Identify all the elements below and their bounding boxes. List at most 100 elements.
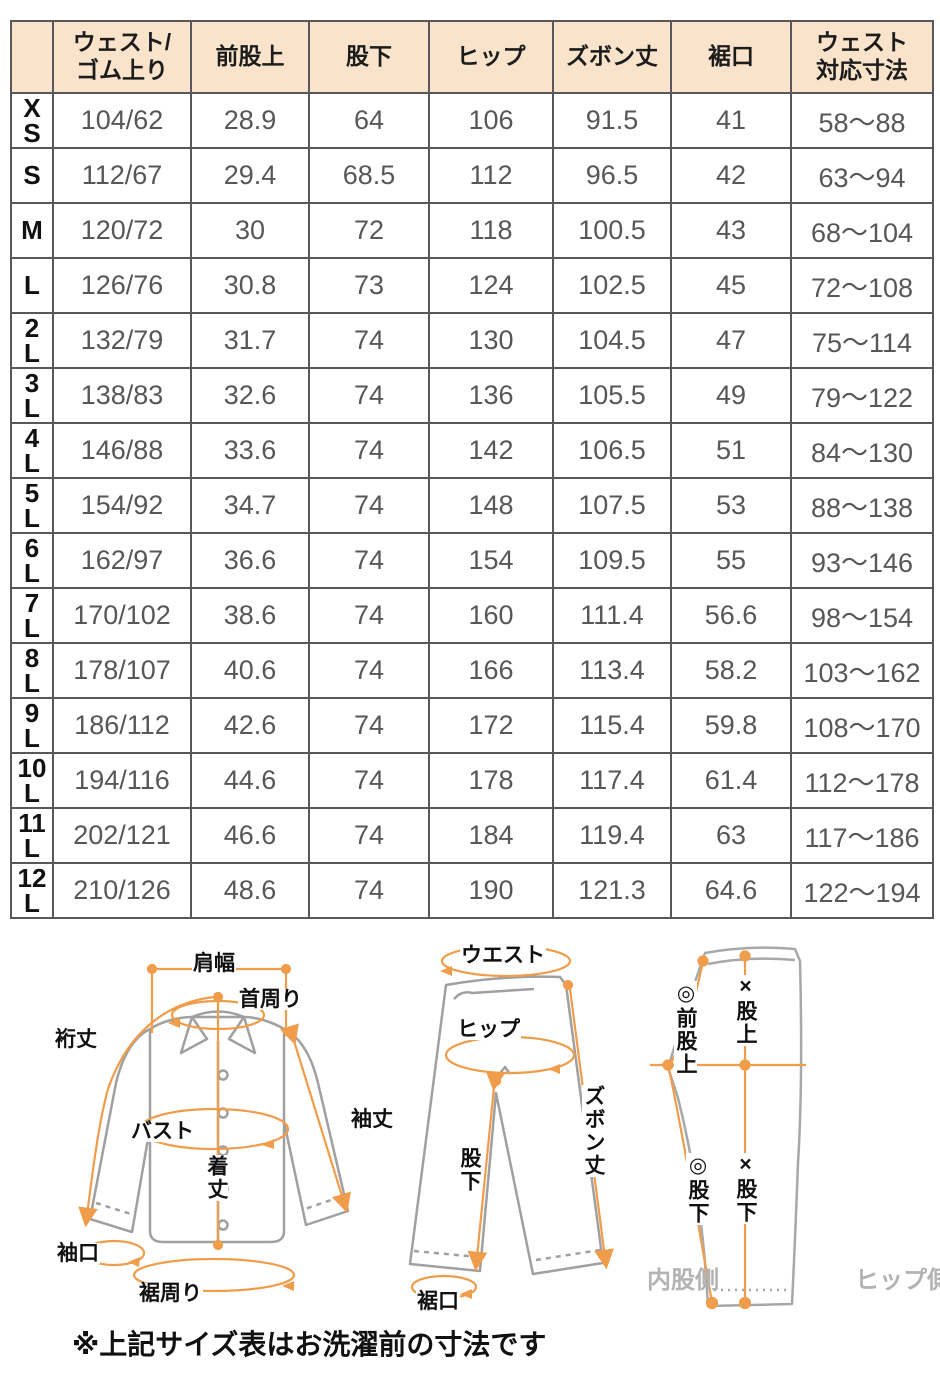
value-cell: 84〜130 (790, 422, 934, 479)
shirt-cuff-label: 袖口 (56, 1242, 100, 1265)
value-cell: 148 (428, 477, 554, 534)
value-cell: 178 (428, 752, 554, 809)
value-cell: 74 (308, 587, 430, 644)
value-cell: 58.2 (670, 642, 792, 699)
value-cell: 117.4 (552, 752, 672, 809)
table-row: 6 L 162/97 36.6 74 154 109.5 55 93〜146 (10, 532, 934, 589)
size-label: 3 L (10, 367, 54, 424)
value-cell: 106 (428, 92, 554, 149)
header-corner-cell (10, 20, 54, 94)
value-cell: 68.5 (308, 147, 430, 204)
value-cell: 28.9 (190, 92, 310, 149)
value-cell: 96.5 (552, 147, 672, 204)
size-table-header: ウェスト/ ゴム上り 前股上 股下 ヒップ ズボン丈 裾口 ウェスト 対応寸法 (10, 20, 934, 94)
value-cell: 124 (428, 257, 554, 314)
value-cell: 136 (428, 367, 554, 424)
value-cell: 210/126 (52, 862, 192, 919)
table-row: S 112/67 29.4 68.5 112 96.5 42 63〜94 (10, 147, 934, 204)
value-cell: 48.6 (190, 862, 310, 919)
size-label: 5 L (10, 477, 54, 534)
table-row: 9 L 186/112 42.6 74 172 115.4 59.8 108〜1… (10, 697, 934, 754)
value-cell: 160 (428, 587, 554, 644)
value-cell: 30.8 (190, 257, 310, 314)
value-cell: 107.5 (552, 477, 672, 534)
value-cell: 61.4 (670, 752, 792, 809)
table-row: 10 L 194/116 44.6 74 178 117.4 61.4 112〜… (10, 752, 934, 809)
value-cell: 118 (428, 202, 554, 259)
value-cell: 117〜186 (790, 807, 934, 864)
header-inseam: 股下 (308, 20, 430, 94)
value-cell: 93〜146 (790, 532, 934, 589)
value-cell: 184 (428, 807, 554, 864)
value-cell: 120/72 (52, 202, 192, 259)
table-row: 12 L 210/126 48.6 74 190 121.3 64.6 122〜… (10, 862, 934, 919)
value-cell: 47 (670, 312, 792, 369)
table-row: 11 L 202/121 46.6 74 184 119.4 63 117〜18… (10, 807, 934, 864)
value-cell: 115.4 (552, 697, 672, 754)
value-cell: 58〜88 (790, 92, 934, 149)
size-label: S (10, 147, 54, 204)
value-cell: 109.5 (552, 532, 672, 589)
side-inner-label: 内股側 (647, 1267, 719, 1294)
value-cell: 142 (428, 422, 554, 479)
header-pants-length: ズボン丈 (552, 20, 672, 94)
header-row: ウェスト/ ゴム上り 前股上 股下 ヒップ ズボン丈 裾口 ウェスト 対応寸法 (10, 20, 934, 94)
value-cell: 34.7 (190, 477, 310, 534)
value-cell: 36.6 (190, 532, 310, 589)
value-cell: 98〜154 (790, 587, 934, 644)
value-cell: 104.5 (552, 312, 672, 369)
shirt-hem-label: 裾周り (138, 1282, 203, 1305)
size-label: 4 L (10, 422, 54, 479)
value-cell: 170/102 (52, 587, 192, 644)
header-hip: ヒップ (428, 20, 554, 94)
value-cell: 74 (308, 862, 430, 919)
value-cell: 121.3 (552, 862, 672, 919)
size-label: 11 L (10, 807, 54, 864)
value-cell: 190 (428, 862, 554, 919)
value-cell: 53 (670, 477, 792, 534)
value-cell: 74 (308, 422, 430, 479)
table-row: 2 L 132/79 31.7 74 130 104.5 47 75〜114 (10, 312, 934, 369)
header-front-rise: 前股上 (190, 20, 310, 94)
pants-side-diagram: ◎前股上 ×股上 ◎股下 ×股下 内股側 ヒップ側 (647, 933, 940, 1315)
pants-front-diagram: ウエスト ヒップ ズボン丈 股下 裾口 (398, 933, 656, 1315)
pants-front-outline (408, 975, 605, 1276)
size-label: X S (10, 92, 54, 149)
value-cell: 138/83 (52, 367, 192, 424)
value-cell: 172 (428, 697, 554, 754)
side-hip-label: ヒップ側 (855, 1267, 940, 1294)
value-cell: 126/76 (52, 257, 192, 314)
value-cell: 72 (308, 202, 430, 259)
value-cell: 31.7 (190, 312, 310, 369)
value-cell: 42.6 (190, 697, 310, 754)
value-cell: 112〜178 (790, 752, 934, 809)
value-cell: 74 (308, 752, 430, 809)
value-cell: 146/88 (52, 422, 192, 479)
shirt-diagram: 肩幅 首周り 裄丈 袖丈 バスト 着丈 袖口 裾周り (42, 933, 402, 1315)
value-cell: 59.8 (670, 697, 792, 754)
pants-front-drawing (408, 944, 614, 1300)
value-cell: 30 (190, 202, 310, 259)
size-label: M (10, 202, 54, 259)
value-cell: 74 (308, 642, 430, 699)
size-table-body: X S 104/62 28.9 64 106 91.5 41 58〜88 S 1… (10, 92, 934, 919)
value-cell: 63 (670, 807, 792, 864)
value-cell: 166 (428, 642, 554, 699)
value-cell: 44.6 (190, 752, 310, 809)
value-cell: 186/112 (52, 697, 192, 754)
header-hem-opening: 裾口 (670, 20, 792, 94)
shirt-length-label: 着丈 (205, 1155, 228, 1201)
table-row: L 126/76 30.8 73 124 102.5 45 72〜108 (10, 257, 934, 314)
value-cell: 46.6 (190, 807, 310, 864)
size-label: 6 L (10, 532, 54, 589)
value-cell: 108〜170 (790, 697, 934, 754)
table-row: 3 L 138/83 32.6 74 136 105.5 49 79〜122 (10, 367, 934, 424)
pants-hip-label: ヒップ (456, 1018, 521, 1041)
table-row: X S 104/62 28.9 64 106 91.5 41 58〜88 (10, 92, 934, 149)
value-cell: 75〜114 (790, 312, 934, 369)
size-label: 7 L (10, 587, 54, 644)
value-cell: 104/62 (52, 92, 192, 149)
table-row: 8 L 178/107 40.6 74 166 113.4 58.2 103〜1… (10, 642, 934, 699)
value-cell: 64 (308, 92, 430, 149)
pants-inseam-label: 股下 (458, 1147, 481, 1193)
